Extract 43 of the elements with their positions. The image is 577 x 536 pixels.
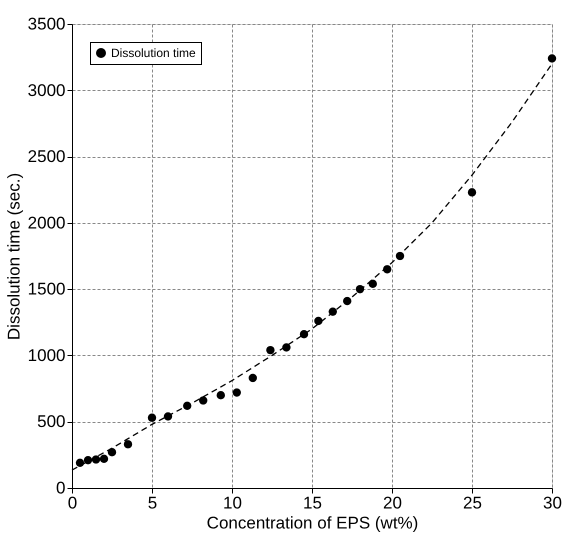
y-tick-label: 3500 xyxy=(28,14,66,34)
x-tick-label: 30 xyxy=(543,494,562,512)
point xyxy=(199,396,208,405)
point xyxy=(548,54,556,63)
point xyxy=(183,402,192,410)
point xyxy=(266,346,275,354)
point xyxy=(300,330,308,338)
x-tick-label: 0 xyxy=(68,494,78,512)
point xyxy=(396,252,404,260)
point xyxy=(84,456,92,464)
point xyxy=(343,296,352,306)
point xyxy=(148,414,156,422)
point xyxy=(248,374,257,382)
x-tick-label: 25 xyxy=(463,494,482,512)
y-tick-label: 1500 xyxy=(28,280,66,299)
y-axis-title: Dissolution time (sec.) xyxy=(4,172,24,340)
point xyxy=(108,448,116,456)
x-tick-label: 10 xyxy=(223,494,242,512)
point xyxy=(164,412,172,421)
point xyxy=(92,455,100,464)
y-tick-label: 2000 xyxy=(28,213,66,232)
x-tick-label: 5 xyxy=(148,494,158,512)
y-tick-label: 0 xyxy=(56,478,66,498)
point xyxy=(76,458,84,467)
x-tick-label: 15 xyxy=(303,494,322,512)
point xyxy=(383,265,392,274)
point xyxy=(216,391,225,400)
point xyxy=(468,188,476,197)
point xyxy=(232,388,241,397)
y-tick-label: 1000 xyxy=(28,346,66,365)
point xyxy=(282,343,291,352)
point xyxy=(356,284,364,294)
y-tick-label: 3000 xyxy=(28,80,66,100)
point xyxy=(314,316,323,326)
point xyxy=(328,308,337,316)
legend-label: Dissolution time xyxy=(111,46,196,60)
y-tick-label: 2500 xyxy=(28,147,66,166)
x-axis-title: Concentration of EPS (wt%) xyxy=(206,514,418,532)
point xyxy=(124,440,132,448)
point xyxy=(100,454,108,464)
point xyxy=(368,280,377,288)
x-tick-label: 20 xyxy=(383,494,402,512)
y-tick-label: 500 xyxy=(37,412,66,432)
